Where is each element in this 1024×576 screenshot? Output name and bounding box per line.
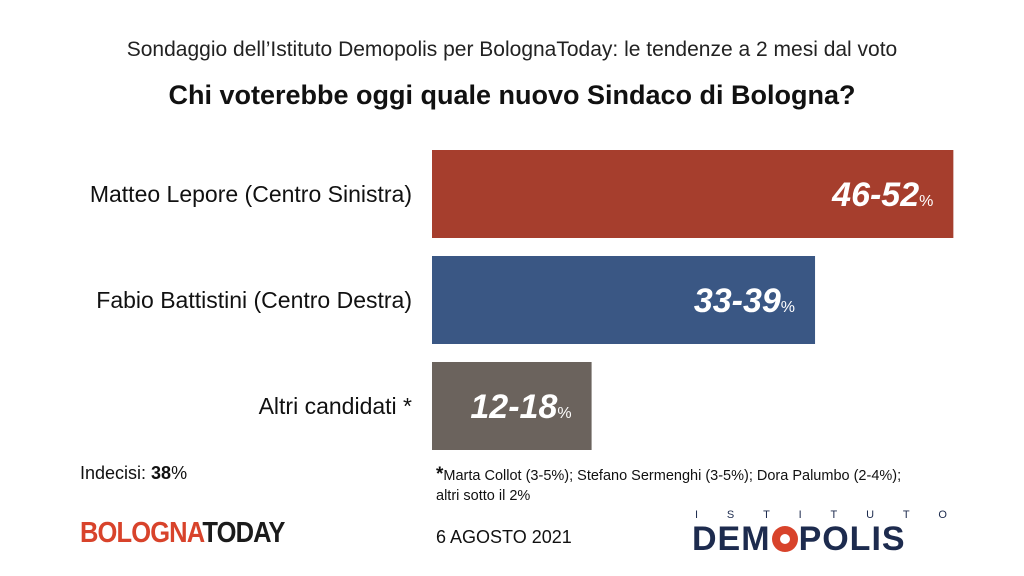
logo-part-today: TODAY (202, 517, 285, 549)
logo-letter: U (866, 509, 875, 521)
undecided-value: 38 (151, 463, 172, 483)
undecided-note: Indecisi: 38% (80, 463, 187, 484)
publication-date: 6 AGOSTO 2021 (436, 527, 572, 547)
logo-part-polis: POLIS (798, 520, 906, 558)
category-label: Matteo Lepore (Centro Sinistra) (90, 181, 412, 207)
value-label: 46-52% (831, 176, 933, 214)
footnote-star: * (436, 464, 444, 485)
logo-demopolis-wordmark: DEM POLIS (692, 521, 950, 557)
logo-letter: I (798, 509, 802, 521)
category-label: Fabio Battistini (Centro Destra) (96, 287, 412, 313)
footnote: *Marta Collot (3-5%); Stefano Sermenghi … (436, 465, 956, 506)
footnote-line1: Marta Collot (3-5%); Stefano Sermenghi (… (443, 468, 902, 484)
chart-title: Chi voterebbe oggi quale nuovo Sindaco d… (168, 80, 856, 110)
value-label: 12-18% (470, 388, 571, 426)
bar (432, 362, 592, 450)
footnote-line2: altri sotto il 2% (436, 488, 531, 504)
logo-letter: S (726, 509, 735, 521)
chart-subtitle: Sondaggio dell’Istituto Demopolis per Bo… (126, 38, 898, 61)
bolognatoday-logo: BOLOGNATODAY (80, 517, 285, 550)
logo-o-circle-icon (771, 526, 798, 552)
logo-letter: I (695, 509, 699, 521)
demopolis-logo: I S T I T U T O DEM POLIS (692, 510, 950, 558)
undecided-label: Indecisi: (80, 463, 152, 483)
value-label: 33-39% (694, 282, 795, 320)
logo-letter: T (830, 509, 838, 521)
bar (432, 150, 954, 238)
logo-part-bologna: BOLOGNA (80, 517, 203, 549)
logo-part-dem: DEM (692, 520, 771, 558)
logo-letter: T (763, 509, 770, 521)
logo-letter: T (902, 509, 910, 521)
bar (432, 256, 816, 344)
undecided-unit: % (171, 463, 188, 483)
category-label: Altri candidati * (259, 393, 412, 419)
logo-letter: O (938, 509, 947, 521)
